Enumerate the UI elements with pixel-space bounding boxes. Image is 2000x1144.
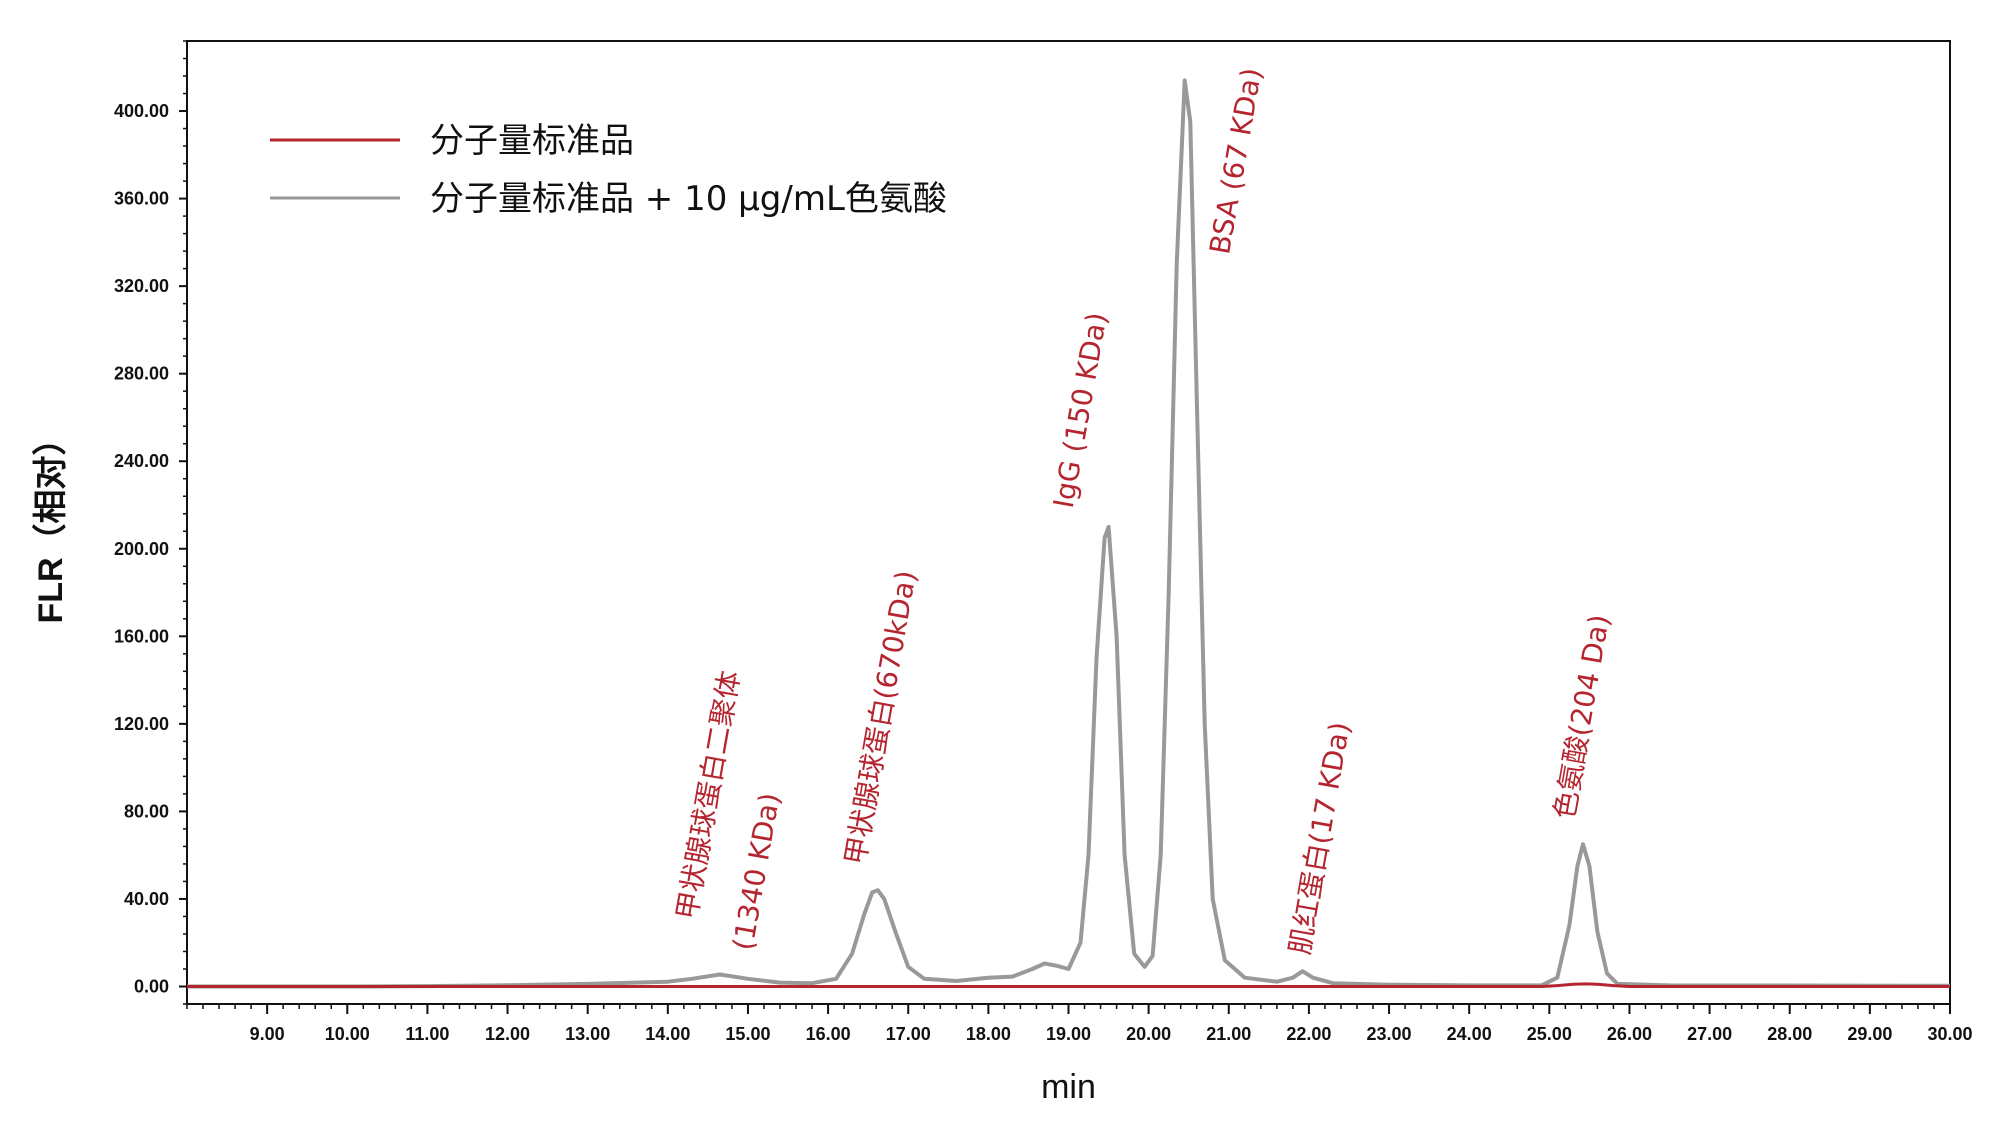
y-tick-label: 280.00 bbox=[114, 364, 169, 384]
series-line-molecular-weight-standard bbox=[187, 982, 1950, 988]
y-tick-label: 120.00 bbox=[114, 714, 169, 734]
x-tick-label: 16.00 bbox=[806, 1024, 851, 1044]
x-tick-label: 28.00 bbox=[1767, 1024, 1812, 1044]
x-tick-label: 26.00 bbox=[1607, 1024, 1652, 1044]
y-tick-label: 0.00 bbox=[134, 976, 169, 996]
x-tick-label: 20.00 bbox=[1126, 1024, 1171, 1044]
x-tick-label: 22.00 bbox=[1286, 1024, 1331, 1044]
series-layer bbox=[187, 78, 1951, 989]
x-tick-label: 11.00 bbox=[405, 1024, 449, 1044]
legend-label-molecular-weight-standard: 分子量标准品 bbox=[430, 121, 634, 161]
x-tick-label: 9.00 bbox=[250, 1024, 285, 1044]
legend-label-standard-plus-tryptophan: 分子量标准品 + 10 μg/mL色氨酸 bbox=[430, 179, 947, 219]
x-tick-label: 12.00 bbox=[485, 1024, 530, 1044]
y-tick-label: 400.00 bbox=[114, 101, 169, 121]
y-tick-label: 240.00 bbox=[114, 451, 169, 471]
y-tick-label: 80.00 bbox=[124, 801, 169, 821]
y-tick-label: 200.00 bbox=[114, 539, 169, 559]
x-tick-label: 21.00 bbox=[1206, 1024, 1251, 1044]
y-tick-label: 320.00 bbox=[114, 276, 169, 296]
legend: 分子量标准品 分子量标准品 + 10 μg/mL色氨酸 bbox=[270, 121, 947, 219]
x-tick-label: 18.00 bbox=[966, 1024, 1011, 1044]
x-tick-label: 30.00 bbox=[1927, 1024, 1972, 1044]
x-tick-label: 10.00 bbox=[325, 1024, 370, 1044]
x-tick-label: 17.00 bbox=[886, 1024, 931, 1044]
x-tick-label: 13.00 bbox=[565, 1024, 610, 1044]
y-axis-title: FLR（相对） bbox=[31, 421, 70, 623]
y-tick-label: 360.00 bbox=[114, 189, 169, 209]
x-tick-label: 24.00 bbox=[1447, 1024, 1492, 1044]
x-tick-label: 25.00 bbox=[1527, 1024, 1572, 1044]
y-tick-label: 160.00 bbox=[114, 626, 169, 646]
x-tick-label: 15.00 bbox=[725, 1024, 770, 1044]
x-tick-label: 14.00 bbox=[645, 1024, 690, 1044]
x-axis-title: min bbox=[1041, 1068, 1096, 1106]
x-tick-label: 27.00 bbox=[1687, 1024, 1732, 1044]
x-tick-label: 19.00 bbox=[1046, 1024, 1091, 1044]
y-axis-ticks: 0.00 40.00 80.00 120.00 160.00 200.00 240.00 28… bbox=[114, 40, 187, 1005]
y-tick-label: 40.00 bbox=[124, 889, 169, 909]
x-tick-label: 29.00 bbox=[1847, 1024, 1892, 1044]
x-axis-ticks: 9.00 10.00 11.00 12.00 13.00 14.00 15.00 16.00 1… bbox=[186, 1004, 1973, 1044]
x-tick-label: 23.00 bbox=[1367, 1024, 1412, 1044]
